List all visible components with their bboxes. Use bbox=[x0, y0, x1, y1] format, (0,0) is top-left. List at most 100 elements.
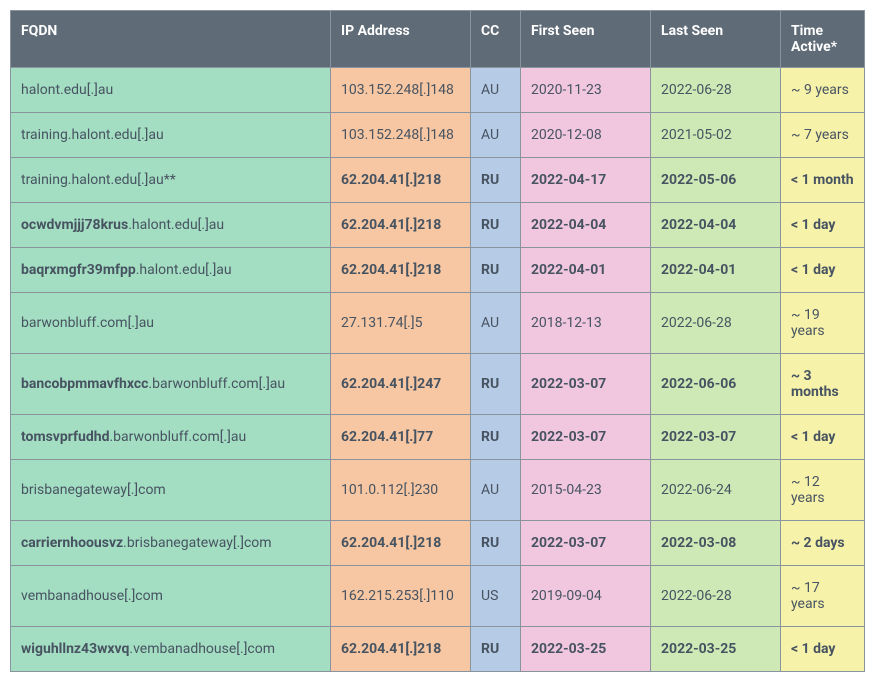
table-row: brisbanegateway[.]com101.0.112[.]230AU20… bbox=[11, 460, 865, 521]
cell-time-active: ~ 7 years bbox=[781, 113, 865, 158]
cell-first-seen: 2020-12-08 bbox=[521, 113, 651, 158]
fqdn-suffix: training.halont.edu[.]au** bbox=[21, 172, 176, 188]
cell-time-active: ~ 19 years bbox=[781, 293, 865, 354]
cell-time-active: < 1 month bbox=[781, 158, 865, 203]
cell-ip: 162.215.253[.]110 bbox=[331, 566, 471, 627]
table-row: wiguhllnz43wxvq.vembanadhouse[.]com62.20… bbox=[11, 627, 865, 672]
cell-cc: US bbox=[471, 566, 521, 627]
cell-first-seen: 2022-04-17 bbox=[521, 158, 651, 203]
table-row: halont.edu[.]au103.152.248[.]148AU2020-1… bbox=[11, 68, 865, 113]
cell-last-seen: 2022-06-24 bbox=[651, 460, 781, 521]
cell-last-seen: 2022-03-08 bbox=[651, 521, 781, 566]
cell-fqdn: tomsvprfudhd.barwonbluff.com[.]au bbox=[11, 415, 331, 460]
col-header-cc: CC bbox=[471, 11, 521, 68]
cell-fqdn: bancobpmmavfhxcc.barwonbluff.com[.]au bbox=[11, 354, 331, 415]
table-row: training.halont.edu[.]au103.152.248[.]14… bbox=[11, 113, 865, 158]
cell-time-active: ~ 3 months bbox=[781, 354, 865, 415]
cell-last-seen: 2022-06-28 bbox=[651, 566, 781, 627]
cell-cc: AU bbox=[471, 293, 521, 354]
table-body: halont.edu[.]au103.152.248[.]148AU2020-1… bbox=[11, 68, 865, 672]
cell-first-seen: 2022-03-07 bbox=[521, 521, 651, 566]
cell-fqdn: halont.edu[.]au bbox=[11, 68, 331, 113]
cell-cc: RU bbox=[471, 627, 521, 672]
table-row: training.halont.edu[.]au** 62.204.41[.]21… bbox=[11, 158, 865, 203]
table-row: carriernhoousvz.brisbanegateway[.]com62.… bbox=[11, 521, 865, 566]
table-header: FQDNIP AddressCCFirst SeenLast SeenTime … bbox=[11, 11, 865, 68]
table-row: tomsvprfudhd.barwonbluff.com[.]au62.204.… bbox=[11, 415, 865, 460]
cell-fqdn: ocwdvmjjj78krus.halont.edu[.]au bbox=[11, 203, 331, 248]
table-row: ocwdvmjjj78krus.halont.edu[.]au62.204.41… bbox=[11, 203, 865, 248]
fqdn-suffix: .halont.edu[.]au bbox=[128, 217, 224, 233]
cell-time-active: ~ 2 days bbox=[781, 521, 865, 566]
cell-last-seen: 2022-05-06 bbox=[651, 158, 781, 203]
cell-last-seen: 2022-06-28 bbox=[651, 68, 781, 113]
dns-table: FQDNIP AddressCCFirst SeenLast SeenTime … bbox=[10, 10, 865, 672]
cell-ip: 62.204.41[.]247 bbox=[331, 354, 471, 415]
cell-last-seen: 2022-03-25 bbox=[651, 627, 781, 672]
cell-last-seen: 2022-06-06 bbox=[651, 354, 781, 415]
cell-fqdn: carriernhoousvz.brisbanegateway[.]com bbox=[11, 521, 331, 566]
fqdn-prefix: wiguhllnz43wxvq bbox=[21, 641, 129, 657]
cell-fqdn: brisbanegateway[.]com bbox=[11, 460, 331, 521]
cell-time-active: ~ 17 years bbox=[781, 566, 865, 627]
fqdn-suffix: .barwonbluff.com[.]au bbox=[109, 429, 246, 445]
cell-ip: 62.204.41[.]218 bbox=[331, 158, 471, 203]
cell-first-seen: 2022-03-25 bbox=[521, 627, 651, 672]
cell-first-seen: 2022-04-01 bbox=[521, 248, 651, 293]
table-row: bancobpmmavfhxcc.barwonbluff.com[.]au62.… bbox=[11, 354, 865, 415]
fqdn-suffix: .brisbanegateway[.]com bbox=[123, 535, 271, 551]
cell-first-seen: 2020-11-23 bbox=[521, 68, 651, 113]
cell-ip: 62.204.41[.]218 bbox=[331, 521, 471, 566]
cell-fqdn: vembanadhouse[.]com bbox=[11, 566, 331, 627]
cell-ip: 62.204.41[.]77 bbox=[331, 415, 471, 460]
cell-first-seen: 2018-12-13 bbox=[521, 293, 651, 354]
cell-first-seen: 2022-04-04 bbox=[521, 203, 651, 248]
cell-first-seen: 2015-04-23 bbox=[521, 460, 651, 521]
cell-cc: RU bbox=[471, 248, 521, 293]
fqdn-prefix: baqrxmgfr39mfpp bbox=[21, 262, 136, 278]
cell-cc: RU bbox=[471, 203, 521, 248]
cell-cc: RU bbox=[471, 354, 521, 415]
col-header-first_seen: First Seen bbox=[521, 11, 651, 68]
fqdn-prefix: bancobpmmavfhxcc bbox=[21, 376, 148, 392]
cell-ip: 62.204.41[.]218 bbox=[331, 627, 471, 672]
cell-last-seen: 2022-03-07 bbox=[651, 415, 781, 460]
cell-cc: RU bbox=[471, 521, 521, 566]
cell-cc: AU bbox=[471, 113, 521, 158]
table-row: vembanadhouse[.]com162.215.253[.]110US20… bbox=[11, 566, 865, 627]
cell-last-seen: 2022-04-01 bbox=[651, 248, 781, 293]
cell-ip: 62.204.41[.]218 bbox=[331, 248, 471, 293]
col-header-last_seen: Last Seen bbox=[651, 11, 781, 68]
table-row: barwonbluff.com[.]au27.131.74[.]5AU2018-… bbox=[11, 293, 865, 354]
col-header-fqdn: FQDN bbox=[11, 11, 331, 68]
fqdn-prefix: ocwdvmjjj78krus bbox=[21, 217, 128, 233]
cell-ip: 101.0.112[.]230 bbox=[331, 460, 471, 521]
cell-ip: 27.131.74[.]5 bbox=[331, 293, 471, 354]
cell-last-seen: 2022-06-28 bbox=[651, 293, 781, 354]
cell-ip: 103.152.248[.]148 bbox=[331, 113, 471, 158]
col-header-time_active: Time Active* bbox=[781, 11, 865, 68]
fqdn-suffix: .barwonbluff.com[.]au bbox=[148, 376, 285, 392]
col-header-ip: IP Address bbox=[331, 11, 471, 68]
cell-cc: AU bbox=[471, 68, 521, 113]
cell-fqdn: baqrxmgfr39mfpp.halont.edu[.]au bbox=[11, 248, 331, 293]
cell-ip: 62.204.41[.]218 bbox=[331, 203, 471, 248]
cell-fqdn: barwonbluff.com[.]au bbox=[11, 293, 331, 354]
cell-time-active: < 1 day bbox=[781, 203, 865, 248]
cell-cc: RU bbox=[471, 415, 521, 460]
cell-time-active: < 1 day bbox=[781, 415, 865, 460]
fqdn-suffix: .halont.edu[.]au bbox=[136, 262, 232, 278]
cell-time-active: < 1 day bbox=[781, 248, 865, 293]
cell-fqdn: training.halont.edu[.]au bbox=[11, 113, 331, 158]
cell-last-seen: 2021-05-02 bbox=[651, 113, 781, 158]
cell-last-seen: 2022-04-04 bbox=[651, 203, 781, 248]
cell-time-active: ~ 9 years bbox=[781, 68, 865, 113]
cell-first-seen: 2022-03-07 bbox=[521, 415, 651, 460]
cell-first-seen: 2019-09-04 bbox=[521, 566, 651, 627]
cell-time-active: ~ 12 years bbox=[781, 460, 865, 521]
cell-cc: AU bbox=[471, 460, 521, 521]
cell-fqdn: training.halont.edu[.]au** bbox=[11, 158, 331, 203]
cell-fqdn: wiguhllnz43wxvq.vembanadhouse[.]com bbox=[11, 627, 331, 672]
table-row: baqrxmgfr39mfpp.halont.edu[.]au62.204.41… bbox=[11, 248, 865, 293]
cell-ip: 103.152.248[.]148 bbox=[331, 68, 471, 113]
